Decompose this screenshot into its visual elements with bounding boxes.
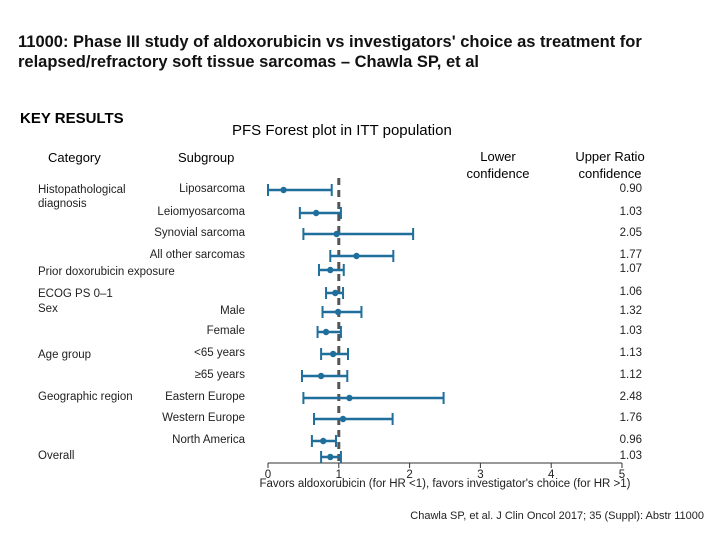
subgroup-label: All other sarcomas — [149, 249, 245, 261]
upper-value: 1.12 — [619, 369, 642, 381]
subgroup-label: <65 years — [194, 347, 245, 359]
x-tick-label: 3 — [477, 469, 483, 481]
subgroup-label: Female — [206, 325, 245, 337]
subgroup-label: Western Europe — [162, 412, 245, 424]
category-label: ECOG PS 0–1 — [38, 288, 113, 300]
category-label: Histopathological diagnosis — [38, 184, 126, 210]
hr-point — [346, 394, 353, 402]
hr-point — [317, 372, 325, 380]
section-label: KEY RESULTS — [20, 110, 124, 127]
category-label: Overall — [38, 450, 75, 462]
x-tick-label: 2 — [406, 469, 412, 481]
subgroup-label: Male — [220, 305, 245, 317]
hr-point — [280, 186, 287, 194]
upper-value: 1.03 — [619, 325, 642, 337]
hr-point — [333, 230, 340, 238]
subgroup-label: Eastern Europe — [165, 391, 245, 403]
hr-point — [339, 415, 347, 423]
hr-point — [327, 453, 334, 461]
header-subgroup: Subgroup — [178, 150, 235, 165]
upper-value: 1.06 — [619, 286, 642, 298]
subgroup-label: Leiomyosarcoma — [157, 206, 245, 218]
chart-title: PFS Forest plot in ITT population — [232, 122, 452, 139]
upper-value: 0.96 — [619, 434, 642, 446]
subgroup-label: North America — [172, 434, 245, 446]
category-label: Age group — [38, 349, 92, 361]
upper-value: 1.32 — [619, 305, 642, 317]
header-category: Category — [48, 150, 101, 165]
upper-value: 1.07 — [619, 263, 642, 275]
x-axis-label: Favors aldoxorubicin (for HR <1), favors… — [259, 478, 631, 490]
header-lower: Lower confidence — [466, 149, 530, 181]
hr-point — [332, 289, 339, 297]
slide-title: 11000: Phase III study of aldoxorubicin … — [18, 33, 642, 71]
upper-value: 1.03 — [619, 206, 642, 218]
upper-value: 0.90 — [619, 183, 642, 195]
hr-point — [320, 437, 327, 445]
subgroup-label: Synovial sarcoma — [154, 227, 245, 239]
x-tick-label: 5 — [619, 469, 625, 481]
hr-point — [327, 266, 334, 274]
category-label: Geographic region — [38, 391, 133, 403]
x-tick-label: 4 — [548, 469, 555, 481]
hr-point — [329, 350, 337, 358]
x-tick-label: 1 — [336, 469, 342, 481]
subgroup-label: Liposarcoma — [179, 183, 245, 195]
upper-value: 1.03 — [619, 450, 642, 462]
upper-value: 1.76 — [619, 412, 642, 424]
hr-point — [334, 308, 342, 316]
category-label: Sex — [38, 303, 58, 315]
upper-value: 2.05 — [619, 227, 642, 239]
upper-value: 1.77 — [619, 249, 642, 261]
category-label: Prior doxorubicin exposure — [38, 266, 175, 278]
header-upper: Upper Ratio confidence — [575, 149, 645, 181]
upper-value: 1.13 — [619, 347, 642, 359]
x-tick-label: 0 — [265, 469, 271, 481]
hr-point — [312, 209, 320, 217]
hr-point — [322, 328, 330, 336]
subgroup-label: ≥65 years — [194, 369, 245, 381]
hr-point — [353, 252, 360, 260]
upper-value: 2.48 — [619, 391, 642, 403]
citation: Chawla SP, et al. J Clin Oncol 2017; 35 … — [410, 510, 704, 522]
